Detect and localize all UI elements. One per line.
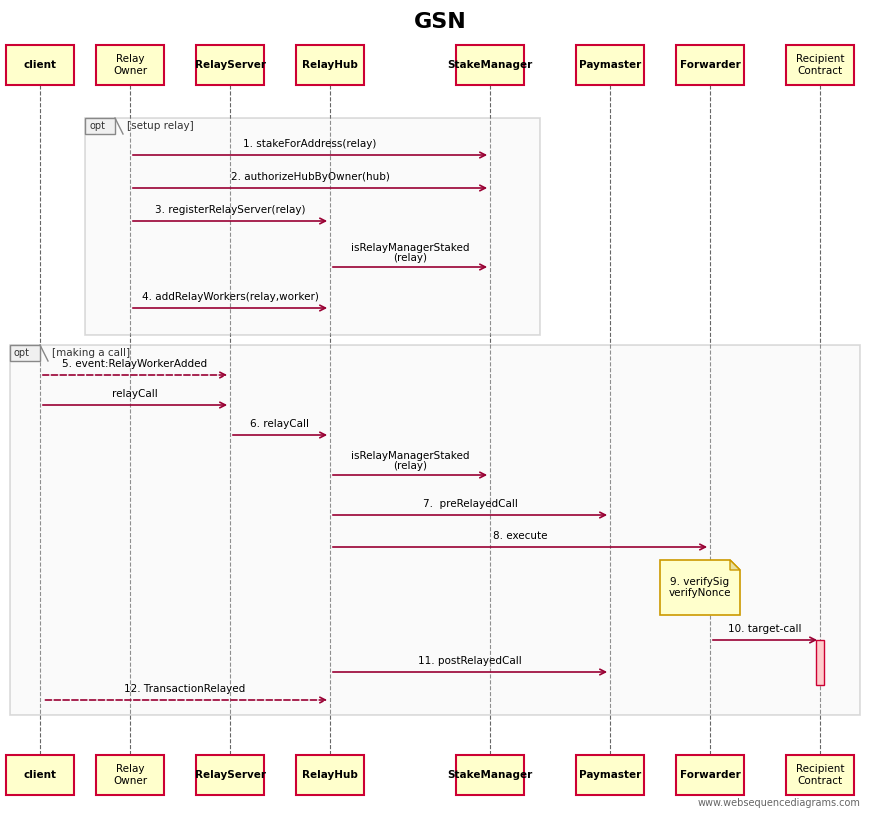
Text: opt: opt <box>89 121 105 131</box>
Text: RelayHub: RelayHub <box>302 60 358 70</box>
Polygon shape <box>660 560 740 615</box>
Text: StakeManager: StakeManager <box>448 770 533 780</box>
FancyBboxPatch shape <box>456 45 524 85</box>
Text: Forwarder: Forwarder <box>679 60 740 70</box>
FancyBboxPatch shape <box>10 345 860 715</box>
Text: 8. execute: 8. execute <box>492 531 547 541</box>
Text: client: client <box>24 770 56 780</box>
Text: StakeManager: StakeManager <box>448 60 533 70</box>
FancyBboxPatch shape <box>196 755 264 795</box>
Text: Recipient
Contract: Recipient Contract <box>796 54 844 76</box>
FancyBboxPatch shape <box>786 45 854 85</box>
FancyBboxPatch shape <box>96 45 164 85</box>
Text: Paymaster: Paymaster <box>579 770 641 780</box>
FancyBboxPatch shape <box>786 755 854 795</box>
Text: 5. event:RelayWorkerAdded: 5. event:RelayWorkerAdded <box>63 359 208 369</box>
Text: 1. stakeForAddress(relay): 1. stakeForAddress(relay) <box>243 139 377 149</box>
Text: (relay): (relay) <box>393 461 427 471</box>
Text: relayCall: relayCall <box>112 389 158 399</box>
Text: GSN: GSN <box>413 12 466 32</box>
Text: www.websequencediagrams.com: www.websequencediagrams.com <box>697 798 860 808</box>
Text: Relay
Owner: Relay Owner <box>113 764 147 785</box>
Polygon shape <box>730 560 740 570</box>
FancyBboxPatch shape <box>456 755 524 795</box>
FancyBboxPatch shape <box>676 45 744 85</box>
Text: isRelayManagerStaked: isRelayManagerStaked <box>351 451 470 461</box>
FancyBboxPatch shape <box>6 755 74 795</box>
Text: Relay
Owner: Relay Owner <box>113 54 147 76</box>
Text: 11. postRelayedCall: 11. postRelayedCall <box>418 656 522 666</box>
Text: Paymaster: Paymaster <box>579 60 641 70</box>
FancyBboxPatch shape <box>10 345 40 361</box>
FancyBboxPatch shape <box>296 755 364 795</box>
FancyBboxPatch shape <box>816 640 824 685</box>
Text: RelayServer: RelayServer <box>195 770 265 780</box>
FancyBboxPatch shape <box>676 755 744 795</box>
Text: isRelayManagerStaked: isRelayManagerStaked <box>351 243 470 253</box>
Text: 4. addRelayWorkers(relay,worker): 4. addRelayWorkers(relay,worker) <box>142 292 318 302</box>
FancyBboxPatch shape <box>85 118 540 335</box>
Text: opt: opt <box>14 348 30 358</box>
Text: client: client <box>24 60 56 70</box>
Text: [making a call]: [making a call] <box>52 348 130 358</box>
Text: (relay): (relay) <box>393 253 427 263</box>
Text: 9. verifySig
verifyNonce: 9. verifySig verifyNonce <box>669 577 731 599</box>
FancyBboxPatch shape <box>196 45 264 85</box>
FancyBboxPatch shape <box>576 45 644 85</box>
Text: 7.  preRelayedCall: 7. preRelayedCall <box>423 499 517 509</box>
Text: RelayHub: RelayHub <box>302 770 358 780</box>
Text: Recipient
Contract: Recipient Contract <box>796 764 844 785</box>
FancyBboxPatch shape <box>6 45 74 85</box>
Text: 12. TransactionRelayed: 12. TransactionRelayed <box>124 684 246 694</box>
Text: 2. authorizeHubByOwner(hub): 2. authorizeHubByOwner(hub) <box>231 172 389 182</box>
Text: RelayServer: RelayServer <box>195 60 265 70</box>
FancyBboxPatch shape <box>96 755 164 795</box>
Text: 10. target-call: 10. target-call <box>729 624 802 634</box>
FancyBboxPatch shape <box>85 118 115 134</box>
Text: [setup relay]: [setup relay] <box>127 121 194 131</box>
Text: 3. registerRelayServer(relay): 3. registerRelayServer(relay) <box>155 205 305 215</box>
FancyBboxPatch shape <box>576 755 644 795</box>
FancyBboxPatch shape <box>296 45 364 85</box>
Text: Forwarder: Forwarder <box>679 770 740 780</box>
Text: 6. relayCall: 6. relayCall <box>250 419 309 429</box>
